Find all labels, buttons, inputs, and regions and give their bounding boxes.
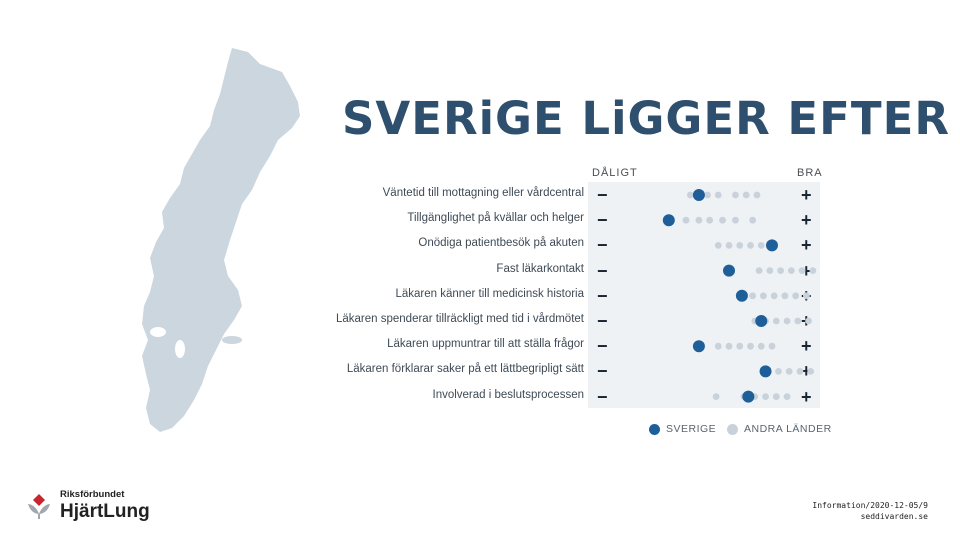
other-country-dot-0-3 (732, 191, 739, 199)
row-minus-8: − (597, 386, 608, 407)
other-country-dot-6-2 (736, 342, 744, 350)
other-country-dot-3-1 (766, 267, 774, 274)
row-plus-3: + (801, 260, 812, 281)
sweden-dot-1 (662, 214, 675, 227)
legend-sweden: SVERIGE (649, 423, 716, 435)
sweden-dot-7 (759, 365, 772, 378)
row-plus-7: + (801, 361, 812, 382)
row-minus-0: − (597, 185, 608, 205)
other-country-dot-5-3 (783, 317, 791, 325)
footer-line-2: seddivarden.se (860, 512, 928, 521)
row-minus-4: − (597, 285, 608, 306)
other-country-dot-5-5 (805, 317, 812, 325)
legend-label-sweden: SVERIGE (666, 423, 717, 435)
legend-swatch-sweden (649, 423, 660, 435)
footer-info: Information/2020-12-05/9 seddivarden.se (812, 500, 928, 522)
row-label-0: Väntetid till mottagning eller vårdcentr… (382, 187, 584, 199)
hjartlung-logo: Riksförbundet HjärtLung (26, 490, 150, 521)
legend-label-others: ANDRA LÄNDER (744, 423, 832, 435)
other-country-dot-7-4 (807, 368, 815, 375)
sweden-dot-4 (735, 289, 748, 302)
other-country-dot-0-0 (686, 191, 694, 199)
other-country-dot-8-3 (762, 393, 769, 400)
other-country-dot-1-0 (682, 216, 690, 224)
other-country-dot-7-2 (785, 368, 793, 375)
sweden-map-image (142, 48, 300, 432)
other-country-dot-2-4 (757, 242, 765, 249)
logo-line-1: Riksförbundet (60, 489, 125, 500)
row-plus-1: + (801, 210, 812, 231)
other-country-dot-2-2 (736, 242, 744, 249)
other-country-dot-8-0 (712, 393, 720, 400)
other-country-dot-3-3 (787, 267, 795, 274)
other-country-dot-4-4 (792, 292, 800, 300)
row-label-1: Tillgänglighet på kvällar och helger (407, 212, 584, 225)
sweden-dot-6 (692, 340, 705, 353)
row-label-6: Läkaren uppmuntrar till att ställa frågo… (387, 338, 584, 351)
row-minus-7: − (597, 361, 608, 382)
sweden-dot-5 (755, 315, 768, 327)
other-country-dot-6-4 (757, 342, 765, 350)
other-country-dot-4-2 (770, 292, 778, 300)
other-country-dot-2-0 (714, 242, 722, 249)
legend-others: ANDRA LÄNDER (727, 423, 832, 435)
sweden-dot-8 (742, 390, 755, 403)
other-country-dot-3-2 (777, 267, 784, 274)
other-country-dot-5-2 (772, 317, 780, 325)
row-label-8: Involverad i beslutsprocessen (432, 388, 585, 401)
other-country-dot-3-5 (809, 267, 817, 274)
row-label-3: Fast läkarkontakt (496, 262, 584, 275)
scale-label-bad: DÅLIGT (592, 167, 638, 179)
other-country-dot-7-3 (796, 368, 804, 375)
other-country-dot-0-1 (704, 191, 711, 199)
other-country-dot-1-2 (706, 216, 714, 224)
row-minus-2: − (597, 235, 608, 256)
row-plus-8: + (801, 386, 812, 407)
other-country-dot-6-0 (714, 342, 722, 350)
other-country-dot-3-4 (798, 267, 806, 274)
row-plus-6: + (801, 336, 812, 357)
other-country-dot-6-1 (725, 342, 733, 350)
other-country-dot-5-4 (794, 317, 802, 325)
sweden-dot-2 (766, 239, 778, 252)
sweden-dot-0 (692, 189, 705, 201)
logo-line-2: HjärtLung (60, 500, 150, 522)
scale-label-good: BRA (797, 167, 823, 179)
row-label-2: Onödiga patientbesök på akuten (418, 237, 584, 250)
other-country-dot-4-3 (781, 292, 789, 300)
other-country-dot-8-5 (783, 393, 791, 400)
other-country-dot-0-4 (742, 191, 750, 199)
footer-line-1: Information/2020-12-05/9 (812, 501, 928, 510)
legend-swatch-others (727, 423, 738, 435)
row-label-4: Läkaren känner till medicinsk historia (395, 287, 584, 300)
other-country-dot-1-3 (719, 216, 726, 224)
row-minus-6: − (597, 336, 608, 357)
other-country-dot-8-4 (772, 393, 780, 400)
row-minus-1: − (597, 210, 608, 231)
heart-lung-logo-icon (28, 494, 50, 520)
other-country-dot-6-5 (768, 342, 776, 350)
other-country-dot-1-4 (732, 216, 739, 224)
row-plus-0: + (801, 185, 812, 205)
other-country-dot-1-1 (695, 216, 703, 224)
other-country-dot-0-2 (714, 191, 722, 199)
other-country-dot-7-1 (775, 368, 782, 375)
other-country-dot-0-5 (753, 191, 761, 199)
row-minus-3: − (597, 260, 608, 281)
row-label-5: Läkaren spenderar tillräckligt med tid i… (335, 313, 584, 325)
page-title: SVERiGE LiGGER EFTER (342, 92, 950, 145)
other-country-dot-1-5 (749, 216, 757, 224)
other-country-dot-3-0 (755, 267, 763, 274)
row-plus-2: + (801, 235, 812, 256)
sweden-dot-3 (723, 264, 735, 277)
row-minus-5: − (597, 311, 608, 331)
other-country-dot-4-0 (749, 292, 757, 300)
other-country-dot-2-1 (725, 242, 733, 249)
row-label-7: Läkaren förklarar saker på ett lättbegri… (346, 363, 584, 376)
other-country-dot-6-3 (747, 342, 754, 350)
other-country-dot-2-3 (747, 242, 754, 249)
other-country-dot-4-1 (760, 292, 767, 300)
other-country-dot-4-5 (803, 292, 810, 300)
